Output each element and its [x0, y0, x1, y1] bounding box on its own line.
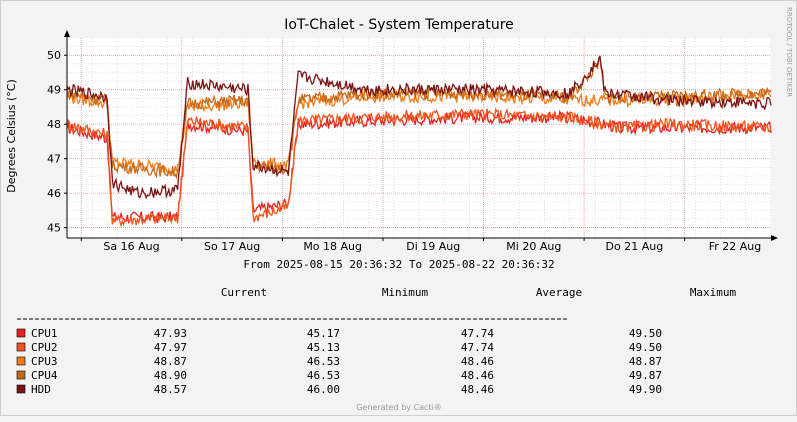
legend-value: 48.87 [629, 355, 662, 368]
x-tick-labels: Sa 16 Aug So 17 Aug Mo 18 Aug Di 19 Aug Mi 2… [80, 238, 762, 253]
series-line-hdd [66, 55, 772, 200]
x-tick-label: Mi 20 Aug [506, 240, 561, 253]
time-range-text: From 2025-08-15 20:36:32 To 2025-08-22 2… [243, 258, 554, 271]
legend-header: Minimum [382, 286, 429, 299]
legend-value: 47.97 [154, 341, 187, 354]
legend-swatch [16, 356, 26, 366]
legend-header: Maximum [690, 286, 737, 299]
legend-swatch [16, 384, 26, 394]
legend-series-name: CPU1 [31, 327, 58, 340]
legend-value: 46.53 [307, 369, 340, 382]
series-lines [66, 55, 772, 228]
watermark: RRDTOOL / TOBI OETIKER [785, 7, 793, 97]
y-tick-label: 46 [47, 187, 61, 200]
legend-value: 48.46 [461, 369, 494, 382]
legend-value: 47.74 [461, 327, 494, 340]
legend-value: 49.50 [629, 341, 662, 354]
y-tick-labels: 45 46 47 48 49 50 [47, 49, 67, 235]
legend-value: 46.00 [307, 383, 340, 396]
legend-swatch [16, 370, 26, 380]
legend-value: 49.50 [629, 327, 662, 340]
legend-value: 48.46 [461, 383, 494, 396]
y-tick-label: 48 [47, 118, 61, 131]
legend-swatch [16, 342, 26, 352]
x-tick-label: Fr 22 Aug [709, 240, 762, 253]
y-tick-label: 49 [47, 84, 61, 97]
y-tick-label: 47 [47, 153, 61, 166]
y-axis-arrow [64, 30, 70, 37]
legend-header: Average [536, 286, 582, 299]
y-tick-label: 45 [47, 222, 61, 235]
legend-value: 47.74 [461, 341, 494, 354]
legend-series-name: CPU3 [31, 355, 58, 368]
x-tick-label: So 17 Aug [204, 240, 260, 253]
legend-value: 46.53 [307, 355, 340, 368]
y-axis-label: Degrees Celsius (°C) [5, 79, 18, 193]
x-tick-label: Di 19 Aug [406, 240, 460, 253]
x-tick-label: Do 21 Aug [606, 240, 664, 253]
legend-value: 48.57 [154, 383, 187, 396]
y-tick-label: 50 [47, 49, 61, 62]
x-tick-label: Sa 16 Aug [103, 240, 159, 253]
legend-value: 48.87 [154, 355, 187, 368]
x-axis-arrow [771, 235, 778, 241]
legend-value: 45.13 [307, 341, 340, 354]
x-tick-label: Mo 18 Aug [303, 240, 362, 253]
legend-value: 49.90 [629, 383, 662, 396]
chart-title: IoT-Chalet - System Temperature [284, 17, 514, 33]
legend-value: 48.90 [154, 369, 187, 382]
series-line-cpu2 [66, 107, 772, 228]
legend-series-name: HDD [31, 383, 51, 396]
legend-headers: Current Minimum Average Maximum [221, 286, 737, 299]
legend-value: 49.87 [629, 369, 662, 382]
legend-header: Current [221, 286, 267, 299]
legend-series-name: CPU4 [31, 369, 58, 382]
footer-text: Generated by Cacti® [356, 403, 442, 412]
legend-swatch [16, 328, 26, 338]
axes [64, 30, 778, 241]
legend-series-name: CPU2 [31, 341, 58, 354]
legend: CPU1 47.93 45.17 47.74 49.50 CPU2 47.97 45.13 47… [16, 327, 662, 396]
legend-value: 48.46 [461, 355, 494, 368]
legend-value: 45.17 [307, 327, 340, 340]
legend-value: 47.93 [154, 327, 187, 340]
